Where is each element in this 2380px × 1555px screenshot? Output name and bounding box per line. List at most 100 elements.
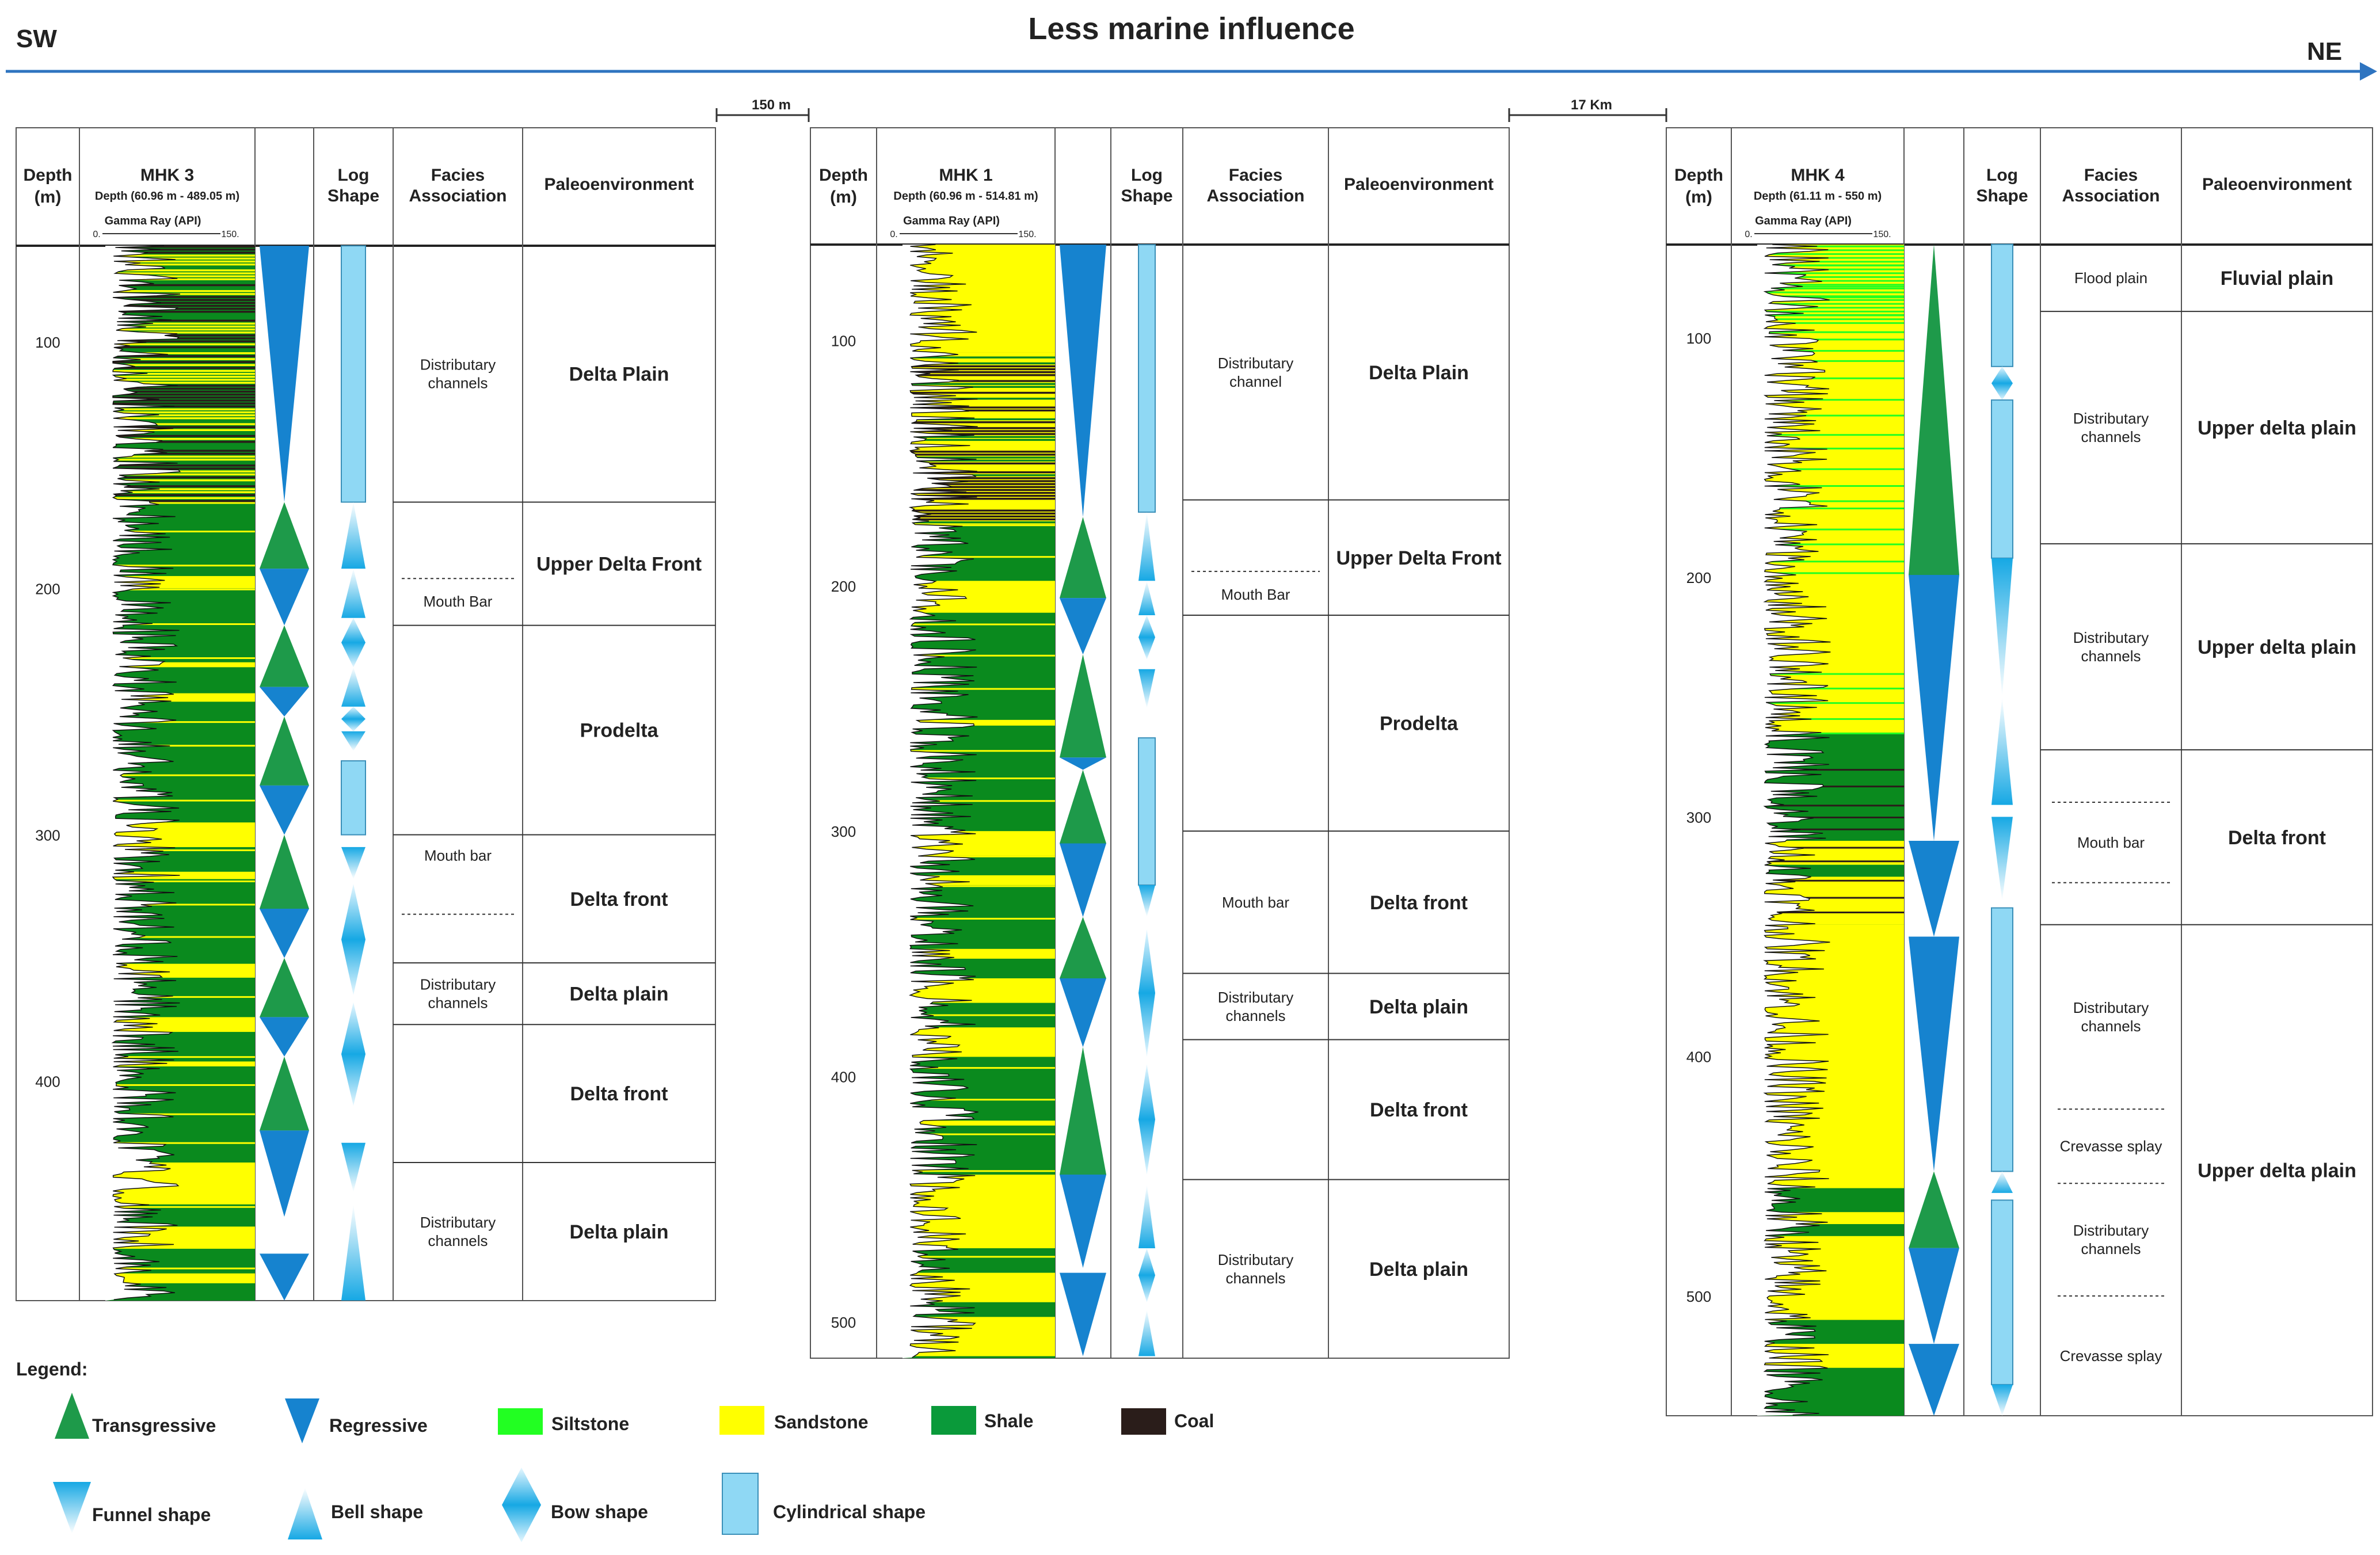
sandstone-bed bbox=[105, 343, 255, 345]
siltstone-bed bbox=[1757, 414, 1904, 417]
legend-cylindrical-label: Cylindrical shape bbox=[773, 1501, 926, 1522]
coal-bed bbox=[1757, 786, 1904, 788]
sandstone-bed bbox=[903, 403, 1055, 406]
sandstone-bed bbox=[903, 1175, 1055, 1248]
sandstone-bed bbox=[105, 372, 255, 375]
bow-shape bbox=[341, 1002, 365, 1106]
coal-bed bbox=[1757, 860, 1904, 863]
association-header: Association bbox=[1206, 186, 1304, 205]
paleoenvironment-label: Upper delta plain bbox=[2198, 637, 2356, 658]
siltstone-bed bbox=[1757, 572, 1904, 574]
gamma-ray-label: Gamma Ray (API) bbox=[1755, 215, 1852, 227]
siltstone-bed bbox=[1757, 399, 1904, 401]
funnel-shape bbox=[1991, 558, 2013, 698]
coal-bed bbox=[903, 380, 1055, 382]
transgressive-triangle bbox=[260, 716, 309, 786]
regressive-triangle bbox=[260, 785, 309, 835]
depth-tick-400: 400 bbox=[35, 1073, 60, 1091]
gamma-scale-max: 150. bbox=[221, 230, 239, 239]
depth-unit: (m) bbox=[35, 188, 62, 207]
coal-bed bbox=[105, 452, 255, 455]
coal-bed bbox=[903, 477, 1055, 479]
facies-label: channels bbox=[2081, 1240, 2141, 1257]
coal-bed bbox=[105, 387, 255, 390]
direction-ne: NE bbox=[2307, 37, 2342, 66]
sandstone-streak bbox=[105, 1027, 255, 1030]
depth-header: Depth bbox=[24, 166, 73, 185]
sandstone-streak bbox=[105, 565, 255, 567]
coal-bed bbox=[903, 497, 1055, 500]
siltstone-bed bbox=[1757, 322, 1904, 324]
sandstone-streak bbox=[903, 750, 1055, 752]
coal-bed bbox=[105, 402, 255, 405]
sandstone-streak bbox=[105, 1233, 255, 1236]
transgressive-triangle bbox=[1909, 244, 1959, 575]
shale-bed bbox=[903, 398, 1055, 400]
paleo-header: Paleoenvironment bbox=[544, 175, 694, 194]
facies-label: Flood plain bbox=[2074, 269, 2147, 287]
sandstone-bed bbox=[903, 444, 1055, 447]
well-depth-range: Depth (60.96 m - 489.05 m) bbox=[95, 190, 239, 203]
sandstone-bed bbox=[903, 441, 1055, 444]
sandstone-streak bbox=[903, 688, 1055, 690]
sandstone-bed bbox=[105, 269, 255, 272]
siltstone-bed bbox=[1757, 318, 1904, 321]
sandstone-streak bbox=[903, 1199, 1055, 1201]
siltstone-bed bbox=[1757, 310, 1904, 312]
funnel-shape bbox=[341, 731, 365, 751]
sandstone-streak bbox=[105, 936, 255, 938]
sandstone-streak bbox=[903, 1067, 1055, 1069]
sandstone-bed bbox=[903, 415, 1055, 418]
paleoenvironment-label: Delta front bbox=[1370, 1099, 1468, 1121]
sandstone-streak bbox=[105, 1113, 255, 1115]
sandstone-bed bbox=[903, 468, 1055, 471]
facies-label: Distributary bbox=[1218, 1251, 1293, 1268]
paleoenvironment-label: Delta front bbox=[570, 1083, 668, 1105]
sandstone-bed bbox=[105, 414, 255, 417]
coal-bed bbox=[105, 319, 255, 322]
coal-bed bbox=[903, 406, 1055, 409]
siltstone-bed bbox=[1757, 272, 1904, 275]
coal-bed bbox=[105, 393, 255, 396]
bell-shape bbox=[341, 667, 365, 707]
depth-tick-400: 400 bbox=[831, 1069, 856, 1086]
coal-bed bbox=[903, 471, 1055, 474]
siltstone-bed bbox=[1757, 377, 1904, 379]
facies-label: Mouth Bar bbox=[424, 593, 493, 610]
siltstone-bed bbox=[1757, 257, 1904, 259]
shale-bed bbox=[903, 459, 1055, 462]
paleoenvironment-label: Delta plain bbox=[1369, 1259, 1468, 1280]
regressive-triangle bbox=[1909, 1344, 1959, 1416]
gamma-ray-curve bbox=[908, 244, 978, 1358]
sandstone-bed bbox=[903, 353, 1055, 356]
facies-label: channels bbox=[428, 375, 488, 392]
coal-bed bbox=[1757, 879, 1904, 882]
sandstone-streak bbox=[903, 855, 1055, 857]
coal-bed bbox=[105, 311, 255, 313]
shale-bed bbox=[903, 418, 1055, 421]
regressive-triangle bbox=[1060, 843, 1106, 917]
depth-tick-500: 500 bbox=[831, 1314, 856, 1331]
log-header: Log bbox=[1986, 166, 2018, 185]
bell-shape bbox=[1991, 697, 2013, 805]
sandstone-streak bbox=[903, 1099, 1055, 1101]
coal-bed bbox=[105, 337, 255, 340]
shale-bed bbox=[903, 362, 1055, 365]
siltstone-bed bbox=[1757, 338, 1904, 341]
sandstone-bed bbox=[105, 358, 255, 360]
sandstone-streak bbox=[105, 904, 255, 906]
sandstone-streak bbox=[105, 799, 255, 802]
sandstone-streak bbox=[903, 778, 1055, 780]
regressive-triangle bbox=[1909, 574, 1959, 841]
coal-bed bbox=[105, 355, 255, 357]
regressive-triangle bbox=[260, 569, 309, 626]
facies-label: Distributary bbox=[2073, 999, 2149, 1016]
sandstone-streak bbox=[105, 880, 255, 882]
regressive-triangle bbox=[260, 908, 309, 958]
bow-shape bbox=[1991, 366, 2013, 401]
well-name: MHK 3 bbox=[140, 166, 194, 185]
shale-bed bbox=[105, 462, 255, 464]
paleoenvironment-label: Delta front bbox=[2228, 827, 2326, 849]
sandstone-bed bbox=[105, 429, 255, 431]
facies-label: channels bbox=[428, 994, 488, 1012]
